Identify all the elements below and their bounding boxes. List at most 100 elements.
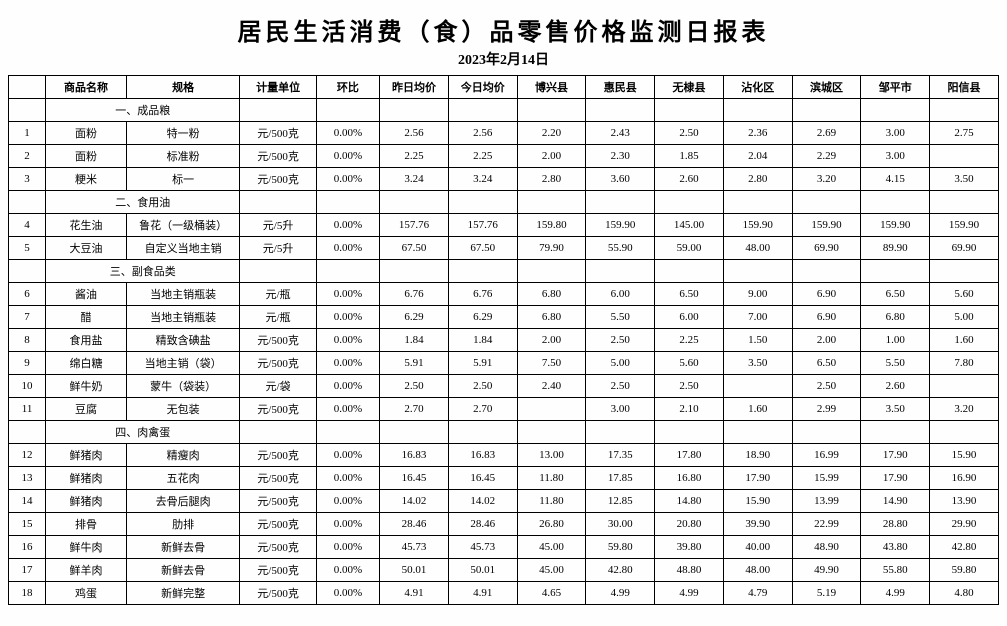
- cell: 9.00: [723, 283, 792, 306]
- cell: 排骨: [46, 513, 127, 536]
- col-header-1: 商品名称: [46, 76, 127, 99]
- cell: 2.50: [792, 375, 861, 398]
- cell: 花生油: [46, 214, 127, 237]
- report-date: 2023年2月14日: [8, 49, 999, 69]
- cell: 159.90: [723, 214, 792, 237]
- cell: 元/500克: [240, 490, 316, 513]
- cell: 16.83: [380, 444, 449, 467]
- cell: 鸡蛋: [46, 582, 127, 605]
- cell: 5.91: [380, 352, 449, 375]
- cell: 2.80: [723, 168, 792, 191]
- blank-cell: [316, 191, 379, 214]
- cell: 元/瓶: [240, 306, 316, 329]
- cell: 12: [9, 444, 46, 467]
- cell: 3.20: [792, 168, 861, 191]
- col-header-5: 昨日均价: [380, 76, 449, 99]
- cell: 新鲜去骨: [126, 559, 240, 582]
- cell: 五花肉: [126, 467, 240, 490]
- table-row: 14鲜猪肉去骨后腿肉元/500克0.00%14.0214.0211.8012.8…: [9, 490, 999, 513]
- cell: 面粉: [46, 145, 127, 168]
- cell: 2.29: [792, 145, 861, 168]
- cell: 0.00%: [316, 536, 379, 559]
- cell: 食用盐: [46, 329, 127, 352]
- cell: 15.99: [792, 467, 861, 490]
- cell: 元/瓶: [240, 283, 316, 306]
- cell: 14: [9, 490, 46, 513]
- blank-cell: [448, 421, 517, 444]
- cell: 元/500克: [240, 513, 316, 536]
- col-header-2: 规格: [126, 76, 240, 99]
- cell: 0.00%: [316, 145, 379, 168]
- cell: 0.00%: [316, 513, 379, 536]
- cell: 18: [9, 582, 46, 605]
- cell: 13.90: [930, 490, 999, 513]
- cell: 面粉: [46, 122, 127, 145]
- cell: 157.76: [380, 214, 449, 237]
- cell: 醋: [46, 306, 127, 329]
- cell: 4.65: [517, 582, 586, 605]
- blank-cell: [517, 191, 586, 214]
- cell: 2.56: [380, 122, 449, 145]
- cell: 2.69: [792, 122, 861, 145]
- table-row: 12鲜猪肉精瘦肉元/500克0.00%16.8316.8313.0017.351…: [9, 444, 999, 467]
- cell: 13: [9, 467, 46, 490]
- cell: 15.90: [930, 444, 999, 467]
- cell: 42.80: [930, 536, 999, 559]
- cell: 2.75: [930, 122, 999, 145]
- section-row: 二、食用油: [9, 191, 999, 214]
- cell: [930, 375, 999, 398]
- cell: 鲜猪肉: [46, 444, 127, 467]
- cell: 5.60: [655, 352, 724, 375]
- table-row: 8食用盐精致含碘盐元/500克0.00%1.841.842.002.502.25…: [9, 329, 999, 352]
- blank-cell: [380, 421, 449, 444]
- cell: 16.80: [655, 467, 724, 490]
- cell: 5.19: [792, 582, 861, 605]
- blank-cell: [723, 421, 792, 444]
- cell: 67.50: [448, 237, 517, 260]
- cell: 当地主销瓶装: [126, 283, 240, 306]
- blank-cell: [930, 191, 999, 214]
- col-header-4: 环比: [316, 76, 379, 99]
- cell: 26.80: [517, 513, 586, 536]
- cell: 39.90: [723, 513, 792, 536]
- cell: 9: [9, 352, 46, 375]
- blank-cell: [792, 260, 861, 283]
- cell: 绵白糖: [46, 352, 127, 375]
- cell: 2.10: [655, 398, 724, 421]
- cell: 2.50: [655, 122, 724, 145]
- cell: 2.25: [655, 329, 724, 352]
- cell: 元/500克: [240, 168, 316, 191]
- blank-cell: [9, 99, 46, 122]
- cell: 13.00: [517, 444, 586, 467]
- cell: 28.80: [861, 513, 930, 536]
- cell: 1.60: [930, 329, 999, 352]
- cell: 0.00%: [316, 467, 379, 490]
- cell: 1: [9, 122, 46, 145]
- cell: 6.50: [792, 352, 861, 375]
- col-header-9: 无棣县: [655, 76, 724, 99]
- cell: 55.90: [586, 237, 655, 260]
- blank-cell: [655, 191, 724, 214]
- cell: 肋排: [126, 513, 240, 536]
- cell: [517, 398, 586, 421]
- blank-cell: [586, 260, 655, 283]
- cell: 18.90: [723, 444, 792, 467]
- col-header-7: 博兴县: [517, 76, 586, 99]
- cell: 元/500克: [240, 536, 316, 559]
- cell: 6.00: [586, 283, 655, 306]
- cell: 粳米: [46, 168, 127, 191]
- cell: 1.00: [861, 329, 930, 352]
- cell: 48.90: [792, 536, 861, 559]
- cell: 2.70: [380, 398, 449, 421]
- cell: [930, 145, 999, 168]
- cell: 79.90: [517, 237, 586, 260]
- cell: 2.30: [586, 145, 655, 168]
- cell: 3.50: [723, 352, 792, 375]
- col-header-10: 沾化区: [723, 76, 792, 99]
- cell: 6.80: [517, 306, 586, 329]
- cell: 2.56: [448, 122, 517, 145]
- blank-cell: [448, 260, 517, 283]
- table-row: 6酱油当地主销瓶装元/瓶0.00%6.766.766.806.006.509.0…: [9, 283, 999, 306]
- blank-cell: [861, 260, 930, 283]
- blank-cell: [240, 421, 316, 444]
